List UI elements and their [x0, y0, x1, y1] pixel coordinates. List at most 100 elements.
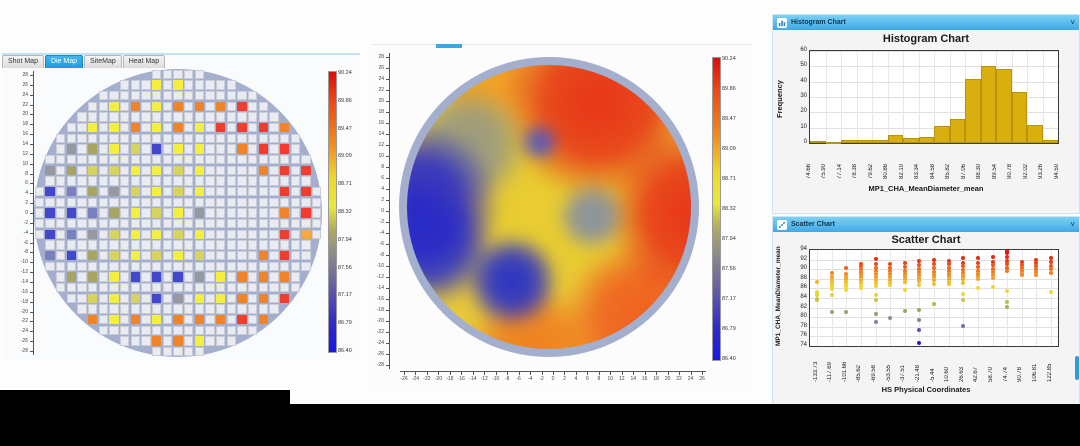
die-cell-empty [120, 283, 130, 293]
x-tick-label: -133.73 [812, 361, 819, 382]
die-cell-value [130, 165, 140, 175]
die-cell-empty [56, 187, 66, 197]
axis-tick [621, 371, 623, 375]
die-cell-empty [162, 251, 172, 261]
die-cell-empty [56, 251, 66, 261]
die-cell-value [173, 187, 183, 197]
collapse-chevron-icon[interactable]: ˅ [1070, 18, 1075, 27]
axis-tick-label: 22 [676, 376, 682, 382]
die-cell-empty [226, 144, 236, 154]
die-cell-empty [248, 165, 258, 175]
axis-tick [386, 90, 390, 91]
die-cell-empty [88, 219, 98, 229]
scatter-x-axis-label: HS Physical Coordinates [881, 385, 971, 394]
scatter-point [902, 288, 907, 293]
die-cell-empty [130, 133, 140, 143]
die-cell-value [194, 123, 204, 133]
scatter-point [946, 271, 951, 276]
axis-tick [530, 371, 532, 375]
die-cell-empty [184, 304, 194, 314]
axis-tick [507, 371, 509, 375]
tab-heat-map[interactable]: Heat Map [122, 55, 166, 68]
gridline [1021, 250, 1023, 346]
die-cell-empty [88, 283, 98, 293]
histogram-card-header[interactable]: Histogram Chart ˅ [773, 15, 1079, 30]
die-cell-value [194, 229, 204, 239]
histogram-bar [1011, 92, 1027, 143]
scatter-point [844, 265, 849, 270]
die-cell-empty [237, 91, 247, 101]
axis-tick [30, 114, 34, 116]
die-cell-empty [312, 187, 322, 197]
colorbar-label: 88.32 [338, 209, 352, 215]
axis-tick-label: -4 [23, 229, 28, 236]
axis-tick-label: -6 [379, 241, 384, 247]
axis-tick-label: -6 [23, 239, 28, 246]
die-cell-empty [162, 336, 172, 346]
die-cell-value [130, 293, 140, 303]
die-cell-empty [184, 101, 194, 111]
die-cell-empty [141, 240, 151, 250]
die-cell-empty [205, 251, 215, 261]
y-tick-label: 80 [800, 313, 807, 320]
scatter-card-header[interactable]: Scatter Chart ˅ [773, 217, 1079, 232]
colorbar-label: 90.24 [722, 56, 736, 62]
axis-tick-label: -8 [23, 249, 28, 256]
die-cell-empty [141, 123, 151, 133]
die-cell-empty [290, 283, 300, 293]
axis-tick-label: -24 [376, 340, 384, 346]
axis-tick [30, 144, 34, 145]
axis-tick [679, 371, 681, 375]
die-cell-empty [66, 176, 76, 186]
die-cell-empty [248, 315, 258, 325]
scrollbar-thumb[interactable] [1075, 356, 1079, 380]
colorbar-label: 86.40 [722, 356, 736, 362]
die-cell-empty [141, 293, 151, 303]
collapse-chevron-icon[interactable]: ˅ [1070, 220, 1075, 229]
die-cell-value [237, 123, 247, 133]
die-cell-empty [77, 187, 87, 197]
die-cell-empty [226, 240, 236, 250]
die-cell-empty [184, 251, 194, 261]
die-cell-empty [141, 283, 151, 293]
die-cell-empty [248, 144, 258, 154]
tab-die-map[interactable]: Die Map [44, 55, 84, 68]
gridline [904, 250, 906, 346]
gridline [890, 250, 892, 346]
die-cell-value [194, 293, 204, 303]
axis-tick-label: 6 [25, 180, 28, 187]
scatter-icon [777, 219, 787, 230]
scatter-point [902, 268, 907, 273]
scatter-point [902, 265, 907, 270]
gridline [831, 250, 833, 346]
die-cell-empty [173, 155, 183, 165]
die-cell-empty [280, 155, 290, 165]
die-cell-empty [130, 219, 140, 229]
die-cell-empty [248, 155, 258, 165]
die-cell-value [237, 101, 247, 111]
die-cell-value [301, 229, 311, 239]
die-cell-value [66, 272, 76, 282]
y-tick-label: 94 [800, 246, 807, 252]
scatter-point [917, 341, 922, 346]
tab-sitemap[interactable]: SiteMap [84, 55, 122, 68]
die-cell-empty [141, 304, 151, 314]
scatter-point [917, 259, 922, 263]
die-cell-empty [88, 155, 98, 165]
axis-tick-label: -10 [376, 263, 384, 269]
wafer-map-tabs: Shot Map Die Map SiteMap Heat Map [2, 55, 166, 68]
die-cell-empty [162, 165, 172, 175]
die-cell-empty [173, 304, 183, 314]
die-cell-value [237, 315, 247, 325]
scatter-point [858, 264, 863, 269]
die-cell-empty [205, 80, 215, 90]
axis-tick-label: 0 [381, 208, 384, 214]
scatter-point [917, 308, 922, 312]
die-cell-empty [120, 208, 130, 218]
die-cell-empty [184, 69, 194, 79]
die-cell-empty [162, 219, 172, 229]
die-cell-empty [258, 261, 268, 271]
tab-shot-map[interactable]: Shot Map [2, 55, 44, 68]
die-cell-empty [216, 112, 226, 122]
